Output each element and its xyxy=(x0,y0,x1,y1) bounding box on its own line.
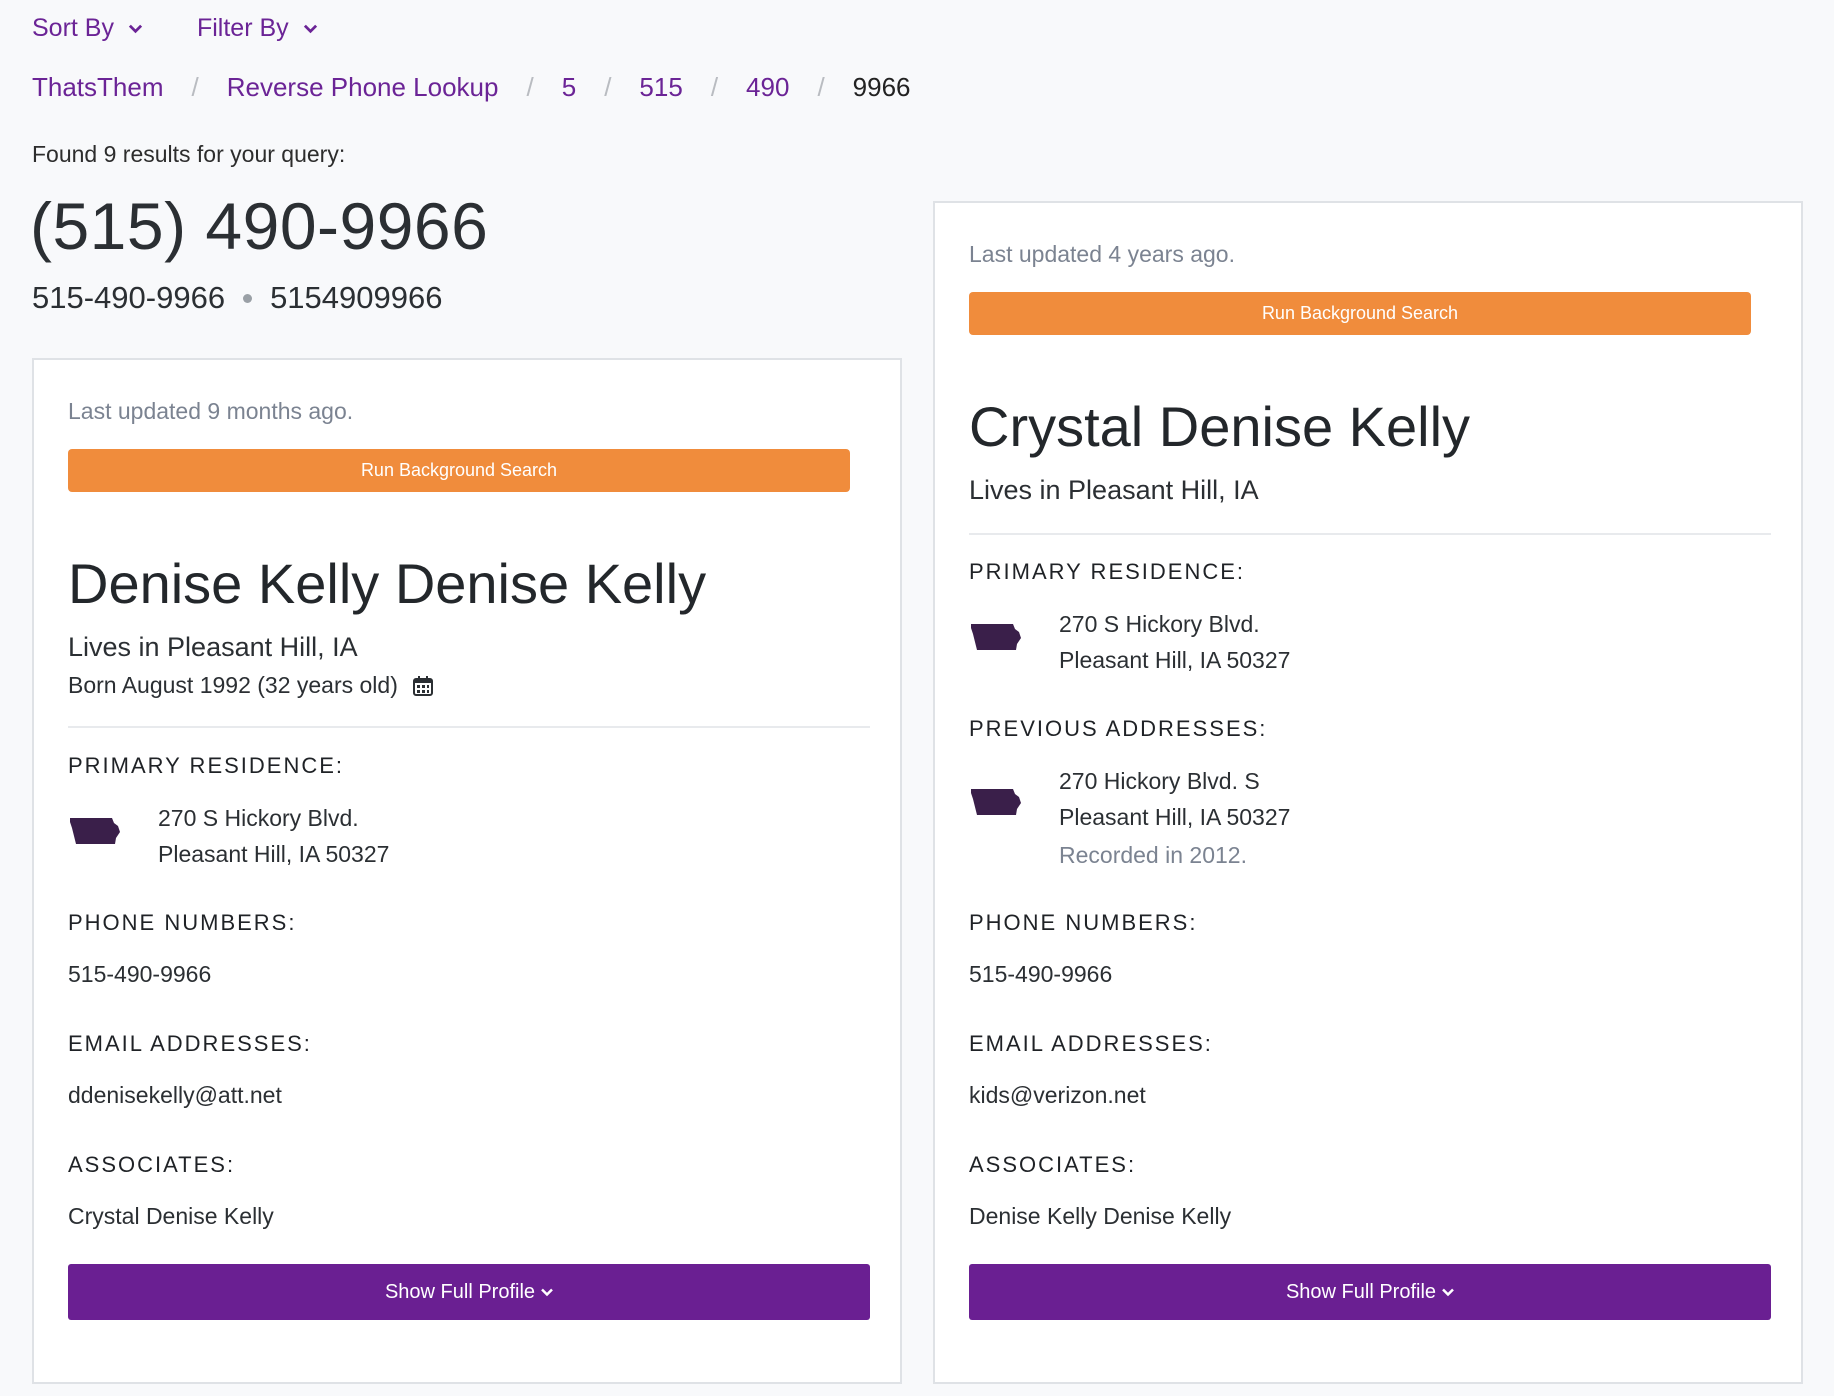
show-full-profile-label: Show Full Profile xyxy=(384,1280,536,1303)
chevron-down-icon xyxy=(541,1288,553,1297)
breadcrumb-separator: / xyxy=(710,72,719,102)
primary-address: 270 S Hickory Blvd. Pleasant Hill, IA 50… xyxy=(68,800,389,872)
primary-address: 270 S Hickory Blvd. Pleasant Hill, IA 50… xyxy=(969,606,1290,678)
person-name[interactable]: Denise Kelly Denise Kelly xyxy=(68,552,707,615)
phone-dashed: 515-490-9966 xyxy=(32,280,226,315)
phone-numbers-label: PHONE NUMBERS: xyxy=(969,910,1198,935)
divider xyxy=(68,726,870,728)
iowa-state-icon xyxy=(971,624,1021,650)
last-updated-text: Last updated 9 months ago. xyxy=(68,398,354,424)
breadcrumb-separator: / xyxy=(604,72,612,102)
chevron-down-icon xyxy=(1442,1288,1454,1297)
breadcrumb-current: 9966 xyxy=(852,72,911,102)
associates-label: ASSOCIATES: xyxy=(969,1152,1137,1177)
run-background-search-button[interactable]: Run Background Search xyxy=(68,449,850,492)
email-addresses-label: EMAIL ADDRESSES: xyxy=(969,1031,1213,1056)
email-link[interactable]: kids@verizon.net xyxy=(969,1082,1146,1108)
sort-by-dropdown[interactable]: Sort By xyxy=(32,14,143,43)
primary-residence-label: PRIMARY RESIDENCE: xyxy=(969,559,1246,584)
breadcrumb-thatsthem[interactable]: ThatsThem xyxy=(32,72,164,102)
breadcrumb-490[interactable]: 490 xyxy=(746,72,790,102)
bullet-separator xyxy=(243,293,253,303)
breadcrumb-separator: / xyxy=(191,72,199,102)
sort-by-label: Sort By xyxy=(32,14,114,42)
show-full-profile-button[interactable]: Show Full Profile xyxy=(969,1264,1771,1320)
address-city[interactable]: Pleasant Hill, IA 50327 xyxy=(1059,804,1291,830)
divider xyxy=(969,533,1771,535)
breadcrumb: ThatsThem / Reverse Phone Lookup / 5 / 5… xyxy=(32,72,911,103)
filter-by-dropdown[interactable]: Filter By xyxy=(197,14,318,43)
result-card: Last updated 4 years ago. Run Background… xyxy=(933,201,1803,1384)
address-street[interactable]: 270 S Hickory Blvd. xyxy=(1059,611,1260,637)
breadcrumb-separator: / xyxy=(817,72,825,102)
previous-addresses-label: PREVIOUS ADDRESSES: xyxy=(969,716,1268,741)
results-count-text: Found 9 results for your query: xyxy=(32,141,346,167)
show-full-profile-button[interactable]: Show Full Profile xyxy=(68,1264,870,1320)
phone-numbers-label: PHONE NUMBERS: xyxy=(68,910,297,935)
chevron-down-icon xyxy=(128,24,143,34)
show-full-profile-label: Show Full Profile xyxy=(1285,1280,1437,1303)
address-lines: 270 S Hickory Blvd. Pleasant Hill, IA 50… xyxy=(1059,606,1290,678)
lives-in-text: Lives in Pleasant Hill, IA xyxy=(68,632,358,662)
sort-filter-bar: Sort By Filter By xyxy=(32,14,318,43)
phone-number-link[interactable]: 515-490-9966 xyxy=(969,961,1113,987)
birth-info: Born August 1992 (32 years old) xyxy=(68,672,866,699)
address-street[interactable]: 270 S Hickory Blvd. xyxy=(158,805,359,831)
chevron-down-icon xyxy=(303,24,317,34)
primary-residence-label: PRIMARY RESIDENCE: xyxy=(68,753,345,778)
phone-formats: 515-490-9966 5154909966 xyxy=(32,280,442,316)
lives-in-text: Lives in Pleasant Hill, IA xyxy=(969,475,1259,505)
address-lines: 270 Hickory Blvd. S Pleasant Hill, IA 50… xyxy=(1059,763,1290,873)
associates-label: ASSOCIATES: xyxy=(68,1152,236,1177)
filter-by-label: Filter By xyxy=(196,14,289,42)
last-updated-text: Last updated 4 years ago. xyxy=(969,241,1235,267)
associate-link[interactable]: Denise Kelly Denise Kelly xyxy=(969,1203,1232,1229)
address-lines: 270 S Hickory Blvd. Pleasant Hill, IA 50… xyxy=(158,800,389,872)
phone-plain: 5154909966 xyxy=(270,280,443,315)
calendar-icon xyxy=(412,675,433,696)
address-street[interactable]: 270 Hickory Blvd. S xyxy=(1059,768,1260,794)
breadcrumb-515[interactable]: 515 xyxy=(639,72,683,102)
address-city[interactable]: Pleasant Hill, IA 50327 xyxy=(1059,647,1291,673)
email-link[interactable]: ddenisekelly@att.net xyxy=(68,1082,282,1108)
iowa-state-icon xyxy=(70,818,120,844)
phone-number-link[interactable]: 515-490-9966 xyxy=(68,961,212,987)
breadcrumb-5[interactable]: 5 xyxy=(561,72,577,102)
recorded-year-text: Recorded in 2012. xyxy=(1059,842,1247,868)
iowa-state-icon xyxy=(971,789,1021,815)
email-addresses-label: EMAIL ADDRESSES: xyxy=(68,1031,312,1056)
person-name[interactable]: Crystal Denise Kelly xyxy=(969,395,1471,458)
run-background-search-button[interactable]: Run Background Search xyxy=(969,292,1751,335)
breadcrumb-separator: / xyxy=(526,72,534,102)
result-card: Last updated 9 months ago. Run Backgroun… xyxy=(32,358,902,1384)
page-title: (515) 490-9966 xyxy=(30,189,489,263)
associate-link[interactable]: Crystal Denise Kelly xyxy=(68,1203,274,1229)
previous-address: 270 Hickory Blvd. S Pleasant Hill, IA 50… xyxy=(969,763,1290,873)
breadcrumb-reverse-phone-lookup[interactable]: Reverse Phone Lookup xyxy=(226,72,499,102)
address-city[interactable]: Pleasant Hill, IA 50327 xyxy=(158,841,390,867)
born-text: Born August 1992 (32 years old) xyxy=(68,672,398,698)
